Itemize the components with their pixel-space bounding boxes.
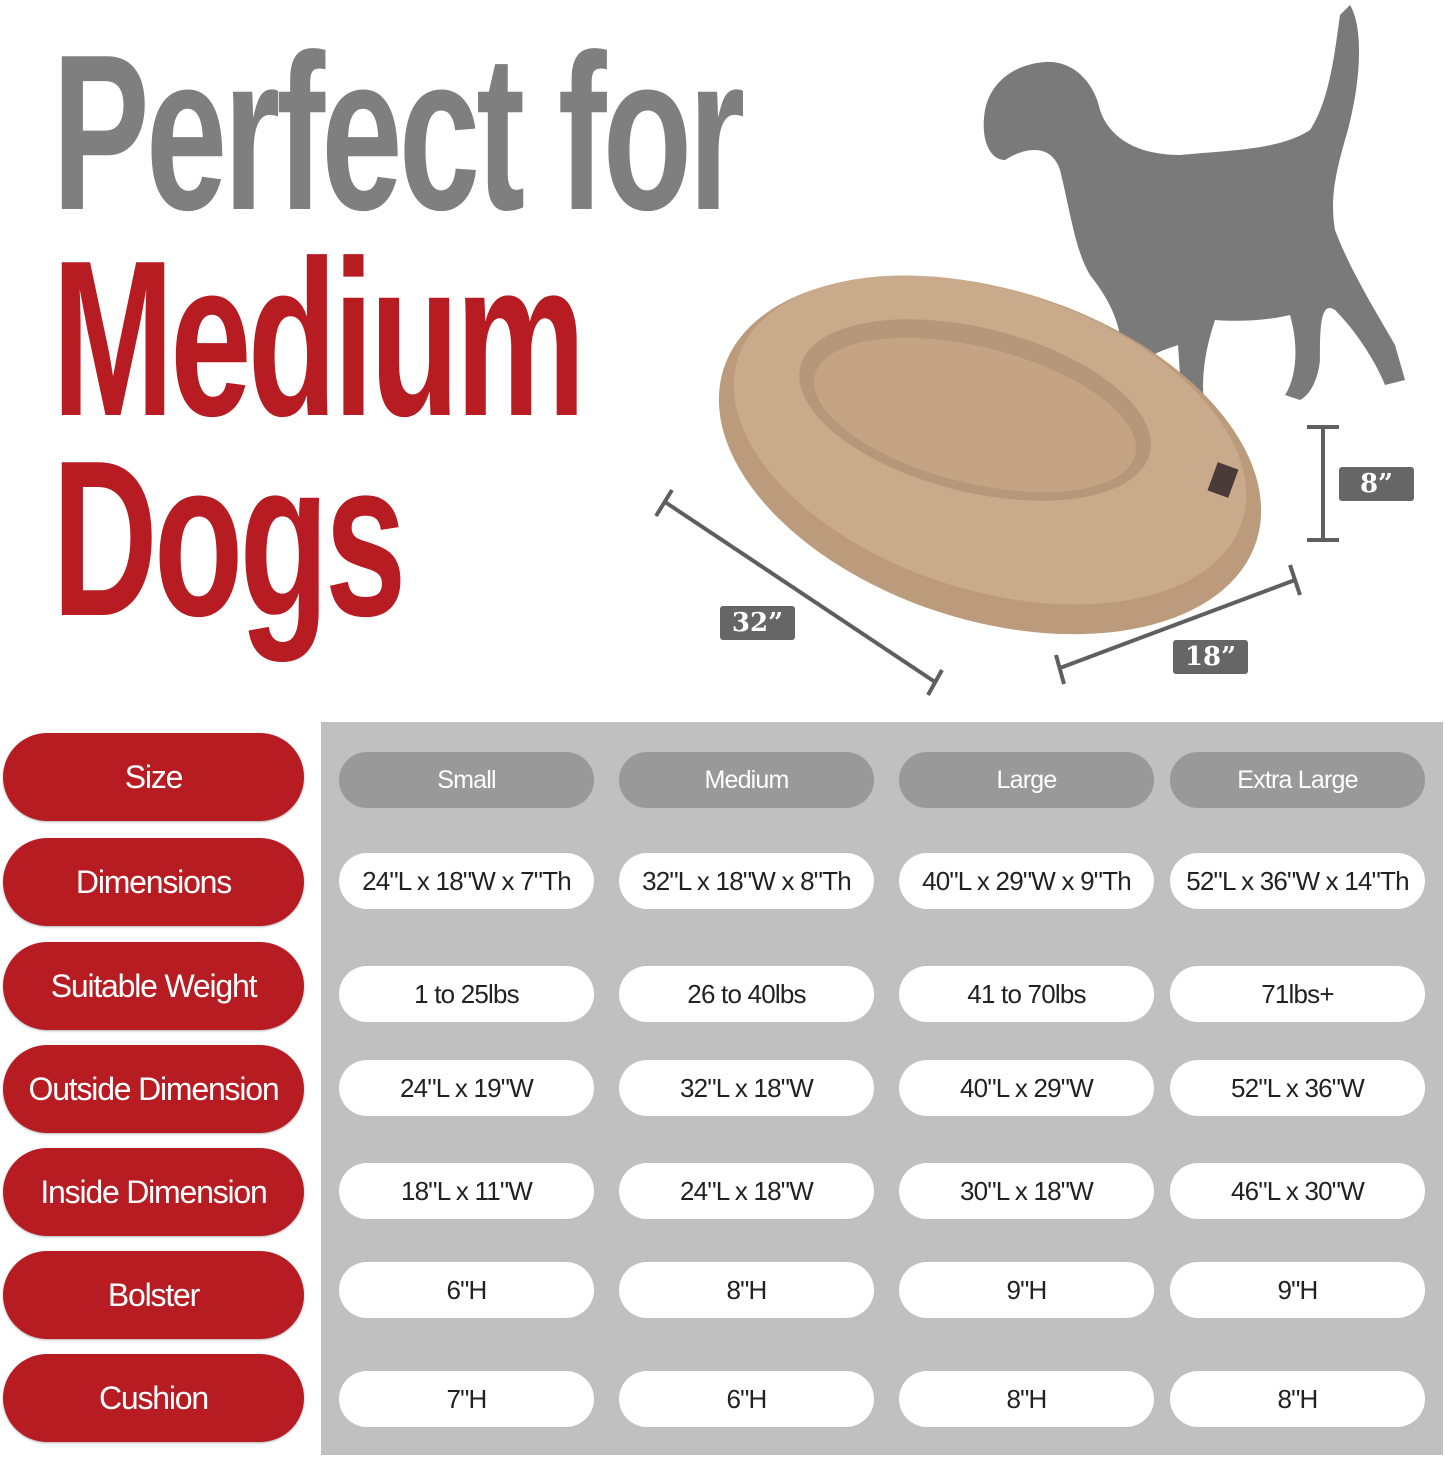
row-label: Cushion <box>3 1354 304 1442</box>
headline-line-2: Medium <box>52 215 586 463</box>
row-label: Size <box>3 733 304 821</box>
headline-line-3: Dogs <box>52 415 406 663</box>
table-cell: 9"H <box>899 1262 1154 1318</box>
dimension-lines <box>654 425 1339 696</box>
row-label: Dimensions <box>3 838 304 926</box>
table-cell: 52"L x 36"W <box>1170 1060 1425 1116</box>
height-label: 8” <box>1339 467 1414 501</box>
table-cell: 71lbs+ <box>1170 966 1425 1022</box>
table-cell: 24"L x 18"W <box>619 1163 874 1219</box>
table-cell: 6"H <box>339 1262 594 1318</box>
table-cell: 8"H <box>899 1371 1154 1427</box>
column-header: Large <box>899 752 1154 808</box>
dog-silhouette <box>983 5 1405 420</box>
table-cell: 8"H <box>619 1262 874 1318</box>
table-cell: 32"L x 18"W <box>619 1060 874 1116</box>
column-header: Extra Large <box>1170 752 1425 808</box>
table-cell: 24"L x 19"W <box>339 1060 594 1116</box>
column-header: Small <box>339 752 594 808</box>
table-cell: 18"L x 11"W <box>339 1163 594 1219</box>
length-label: 32” <box>720 606 795 640</box>
row-label: Outside Dimension <box>3 1045 304 1133</box>
table-cell: 40"L x 29"W x 9"Th <box>899 853 1154 909</box>
headline-line-1: Perfect for <box>52 9 745 257</box>
table-cell: 1 to 25lbs <box>339 966 594 1022</box>
table-cell: 41 to 70lbs <box>899 966 1154 1022</box>
table-cell: 40"L x 29"W <box>899 1060 1154 1116</box>
table-cell: 24"L x 18"W x 7"Th <box>339 853 594 909</box>
width-label: 18” <box>1173 640 1248 674</box>
table-cell: 32"L x 18"W x 8"Th <box>619 853 874 909</box>
table-cell: 6"H <box>619 1371 874 1427</box>
row-label: Inside Dimension <box>3 1148 304 1236</box>
row-label: Suitable Weight <box>3 942 304 1030</box>
table-cell: 8"H <box>1170 1371 1425 1427</box>
column-header: Medium <box>619 752 874 808</box>
dog-bed-image <box>718 275 1262 635</box>
product-illustration <box>654 5 1405 696</box>
table-cell: 7"H <box>339 1371 594 1427</box>
table-cell: 30"L x 18"W <box>899 1163 1154 1219</box>
table-cell: 52"L x 36"W x 14"Th <box>1170 853 1425 909</box>
table-cell: 26 to 40lbs <box>619 966 874 1022</box>
row-label: Bolster <box>3 1251 304 1339</box>
table-cell: 46"L x 30"W <box>1170 1163 1425 1219</box>
table-cell: 9"H <box>1170 1262 1425 1318</box>
